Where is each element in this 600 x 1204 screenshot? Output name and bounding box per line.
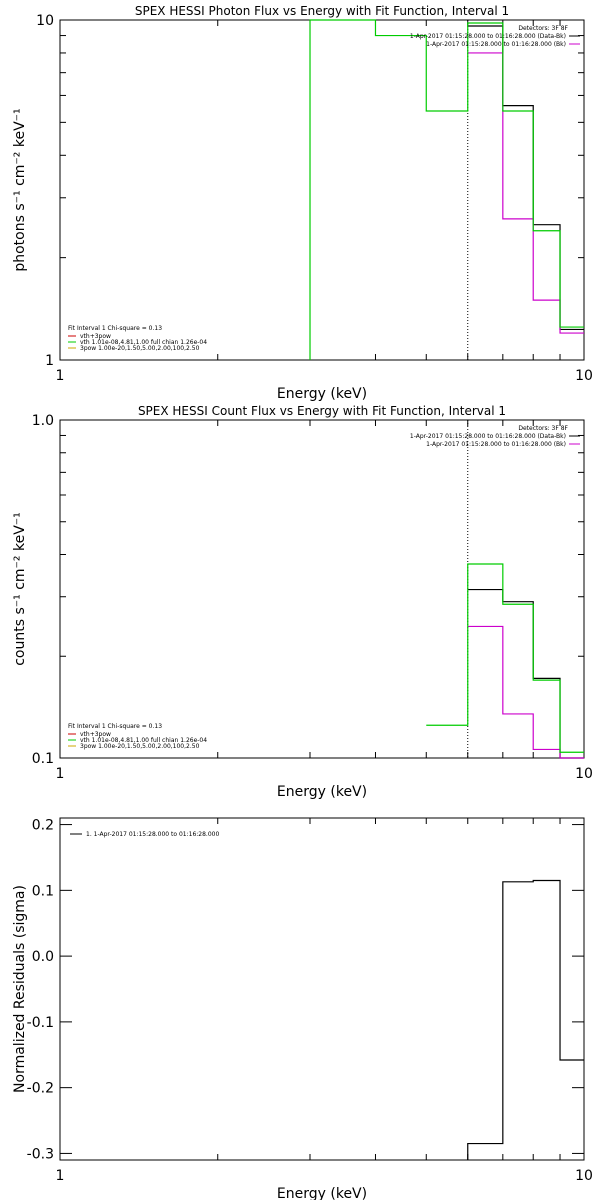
x-tick-label: 10 <box>575 766 593 782</box>
fit-legend-text: vth 1.01e-08,4.81,1.00 full chian 1.26e-… <box>80 737 207 744</box>
x-tick-label: 1 <box>56 766 65 782</box>
series-3-line <box>309 19 584 360</box>
chart-1: SPEX HESSI Photon Flux vs Energy with Fi… <box>12 4 593 402</box>
x-axis-label: Energy (keV) <box>277 1186 367 1200</box>
fit-legend-text: 3pow 1.00e-20,1.50,5.00,2.00,100,2.50 <box>80 743 200 750</box>
chart-2: SPEX HESSI Count Flux vs Energy with Fit… <box>12 404 593 800</box>
fit-legend-header: Fit Interval 1 Chi-square = 0.13 <box>68 723 162 730</box>
x-tick-label: 10 <box>575 1168 593 1184</box>
x-tick-label: 10 <box>575 368 593 384</box>
legend-entry-text: 1-Apr-2017 01:15:28.000 to 01:16:28.000 … <box>426 41 566 48</box>
x-axis-label: Energy (keV) <box>277 386 367 402</box>
y-tick-label: 1.0 <box>32 413 54 429</box>
legend-entry-text: 1-Apr-2017 01:15:28.000 to 01:16:28.000 … <box>410 433 566 440</box>
series-2-line <box>467 52 584 334</box>
fit-legend-header: Fit Interval 1 Chi-square = 0.13 <box>68 325 162 332</box>
fit-legend-text: vth 1.01e-08,4.81,1.00 full chian 1.26e-… <box>80 339 207 346</box>
y-tick-label: 0.1 <box>32 751 54 767</box>
y-tick-label: -0.3 <box>27 1146 54 1162</box>
chart-title: SPEX HESSI Photon Flux vs Energy with Fi… <box>135 4 509 18</box>
x-tick-label: 1 <box>56 368 65 384</box>
plot-frame <box>59 817 585 1161</box>
chart-3: 1 10 0.2 0.1 0.0 -0.1 -0.2 -0.3 Energy (keV) Norm… <box>12 817 593 1202</box>
series-1-line <box>467 25 584 331</box>
chart-title: SPEX HESSI Count Flux vs Energy with Fit… <box>138 404 506 418</box>
legend-header: Detectors: 3F 8F <box>518 25 568 32</box>
series-3-line <box>426 563 584 753</box>
fit-legend-text: 3pow 1.00e-20,1.50,5.00,2.00,100,2.50 <box>80 345 200 352</box>
series-1-line <box>467 588 584 759</box>
fit-legend-text: vth+3pow <box>80 731 111 738</box>
residual-legend-text: 1. 1-Apr-2017 01:15:28.000 to 01:16:28.0… <box>86 831 219 838</box>
y-tick-label: -0.2 <box>27 1081 54 1097</box>
y-tick-label: 10 <box>36 13 54 29</box>
y-tick-label: -0.1 <box>27 1015 54 1031</box>
series-2-line <box>467 625 584 759</box>
y-tick-label: 0.1 <box>32 883 54 899</box>
y-tick-label: 0.2 <box>32 818 54 834</box>
y-tick-label: 1 <box>45 353 54 369</box>
y-axis-label: Normalized Residuals (sigma) <box>12 885 28 1093</box>
series-1-line <box>467 879 584 1160</box>
plot-frame <box>59 19 585 361</box>
legend-header: Detectors: 3F 8F <box>518 425 568 432</box>
fit-legend-text: vth+3pow <box>80 333 111 340</box>
legend-entry-text: 1-Apr-2017 01:15:28.000 to 01:16:28.000 … <box>426 441 566 448</box>
x-tick-label: 1 <box>56 1168 65 1184</box>
y-tick-label: 0.0 <box>32 949 54 965</box>
y-axis-label: counts s⁻¹ cm⁻² keV⁻¹ <box>12 512 28 666</box>
x-axis-label: Energy (keV) <box>277 784 367 800</box>
plot-frame <box>59 419 585 759</box>
legend-entry-text: 1-Apr-2017 01:15:28.000 to 01:16:28.000 … <box>410 33 566 40</box>
y-axis-label: photons s⁻¹ cm⁻² keV⁻¹ <box>12 108 28 271</box>
